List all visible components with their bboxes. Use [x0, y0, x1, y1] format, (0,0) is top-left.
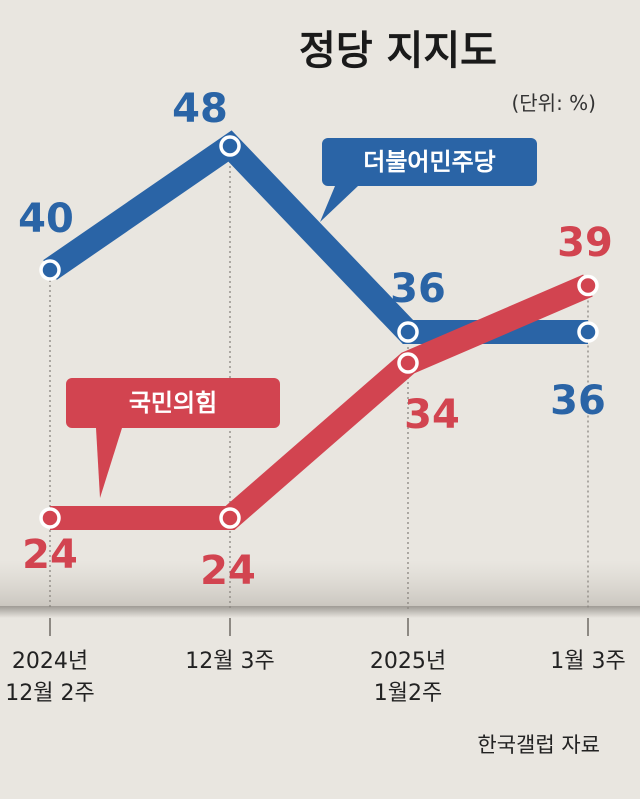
legend-box	[322, 138, 537, 186]
data-label: 34	[404, 392, 460, 438]
callout-pointer	[96, 428, 122, 498]
data-point	[577, 321, 599, 343]
data-label: 36	[390, 266, 446, 312]
x-tick-label: 1월 3주	[550, 649, 625, 674]
source-note: 한국갤럽 자료	[477, 733, 600, 757]
x-axis-ticks: 2024년 12월 2주 12월 3주 2025년 1월2주 1월 3주	[5, 618, 626, 706]
data-point	[219, 507, 241, 529]
data-points	[39, 135, 599, 529]
data-label: 39	[557, 220, 613, 266]
x-tick-label: 12월 3주	[185, 649, 274, 674]
legend-label: 국민의힘	[129, 389, 217, 417]
callout-pointer	[320, 186, 358, 222]
x-tick-label: 2024년 12월 2주	[5, 649, 94, 706]
x-tick-label: 2025년 1월2주	[370, 649, 446, 706]
legend-box	[66, 378, 280, 428]
data-point	[39, 507, 61, 529]
legend-label: 더불어민주당	[363, 148, 495, 176]
data-label: 40	[18, 196, 74, 242]
plot-shadow	[0, 560, 640, 608]
data-label: 24	[200, 548, 256, 594]
chart-title: 정당 지지도	[299, 28, 497, 74]
data-point	[39, 259, 61, 281]
data-point	[577, 274, 599, 297]
data-point	[219, 135, 241, 157]
data-labels: 40 48 36 36 24 24 34 39	[18, 86, 613, 594]
unit-label: (단위: %)	[511, 91, 596, 115]
data-label: 24	[22, 532, 78, 578]
data-point	[397, 352, 419, 374]
data-point	[397, 321, 419, 343]
baseline-floor	[0, 606, 640, 618]
data-label: 48	[172, 86, 228, 132]
series-line-1	[50, 274, 593, 530]
series-lines	[43, 130, 593, 530]
data-label: 36	[550, 378, 606, 424]
